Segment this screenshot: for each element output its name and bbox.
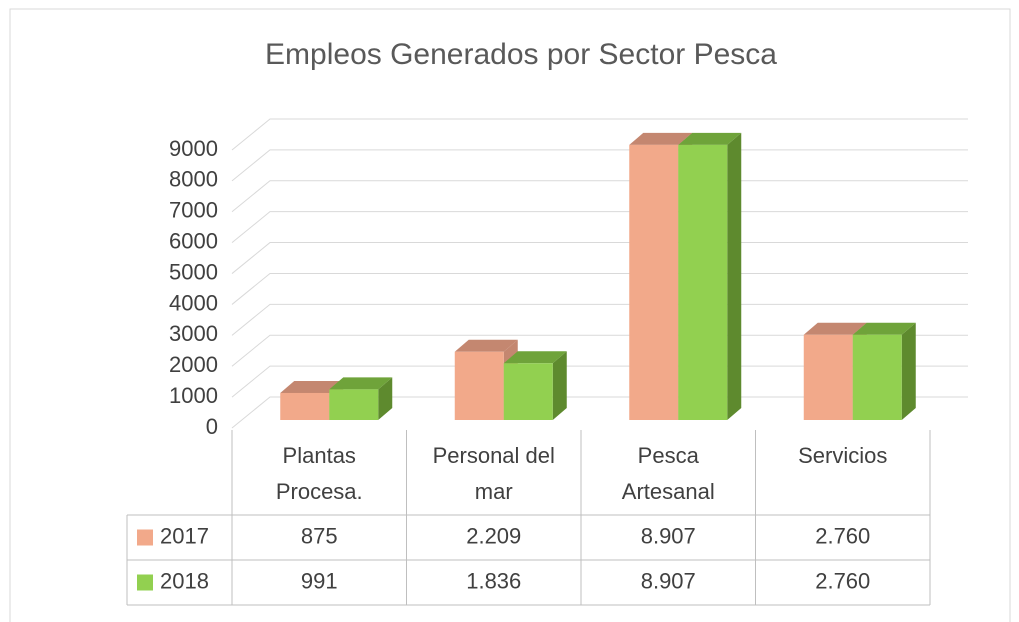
x-tick-label: Plantas Procesa.	[275, 443, 363, 504]
y-tick-label: 2000	[169, 352, 218, 377]
bar-side	[901, 322, 916, 420]
y-tick-label: 1000	[169, 383, 218, 408]
bar-top	[280, 380, 344, 393]
value-label: 2.760	[815, 523, 870, 548]
bar	[803, 334, 853, 420]
category-cell: Servicios	[798, 443, 888, 468]
x-tick-label: Personal del mar	[432, 443, 555, 504]
bar-top	[803, 322, 867, 335]
grid-line	[231, 180, 968, 213]
legend-label: 2017	[160, 523, 209, 548]
value-label: 875	[301, 523, 338, 548]
legend-label: 2018	[160, 568, 209, 593]
grid-line	[231, 149, 968, 182]
y-tick-label: 8000	[169, 167, 218, 192]
bar-top	[454, 339, 518, 352]
value-label: 991	[301, 568, 338, 593]
bar	[678, 144, 728, 420]
x-tick-label: Pesca Artesanal	[621, 443, 715, 504]
value-label: 8.907	[641, 568, 696, 593]
bar-side	[552, 351, 567, 420]
y-tick-label: 7000	[169, 198, 218, 223]
x-tick-label: Servicios	[798, 443, 888, 468]
category-cell: Plantas Procesa.	[275, 443, 363, 504]
bar	[629, 144, 679, 420]
value-label: 2.209	[466, 523, 521, 548]
value-label: 2.760	[815, 568, 870, 593]
category-cell: Personal del mar	[432, 443, 555, 504]
legend-swatch	[137, 574, 153, 591]
y-tick-label: 4000	[169, 290, 218, 315]
legend-swatch	[137, 529, 153, 546]
bar	[454, 351, 504, 420]
grid-line	[231, 118, 968, 151]
bar	[852, 334, 902, 420]
grid-line	[231, 211, 968, 244]
bar-top	[329, 377, 393, 390]
bar	[329, 389, 379, 420]
value-label: 8.907	[641, 523, 696, 548]
bar-top	[629, 132, 693, 145]
chart-title: Empleos Generados por Sector Pesca	[265, 38, 777, 71]
bar	[503, 363, 553, 420]
y-tick-label: 9000	[169, 136, 218, 161]
chart-frame	[9, 8, 1011, 622]
y-tick-label: 5000	[169, 259, 218, 284]
y-tick-label: 0	[206, 414, 218, 439]
bar-side	[727, 132, 742, 420]
value-label: 1.836	[466, 568, 521, 593]
grid-line	[231, 272, 968, 305]
bar-top	[852, 322, 916, 335]
bar-top	[503, 351, 567, 364]
y-tick-label: 6000	[169, 228, 218, 253]
category-cell: Pesca Artesanal	[621, 443, 715, 504]
bar	[280, 392, 330, 420]
bar-side	[378, 377, 393, 420]
bar-top	[678, 132, 742, 145]
y-tick-label: 3000	[169, 321, 218, 346]
grid-line	[231, 242, 968, 274]
